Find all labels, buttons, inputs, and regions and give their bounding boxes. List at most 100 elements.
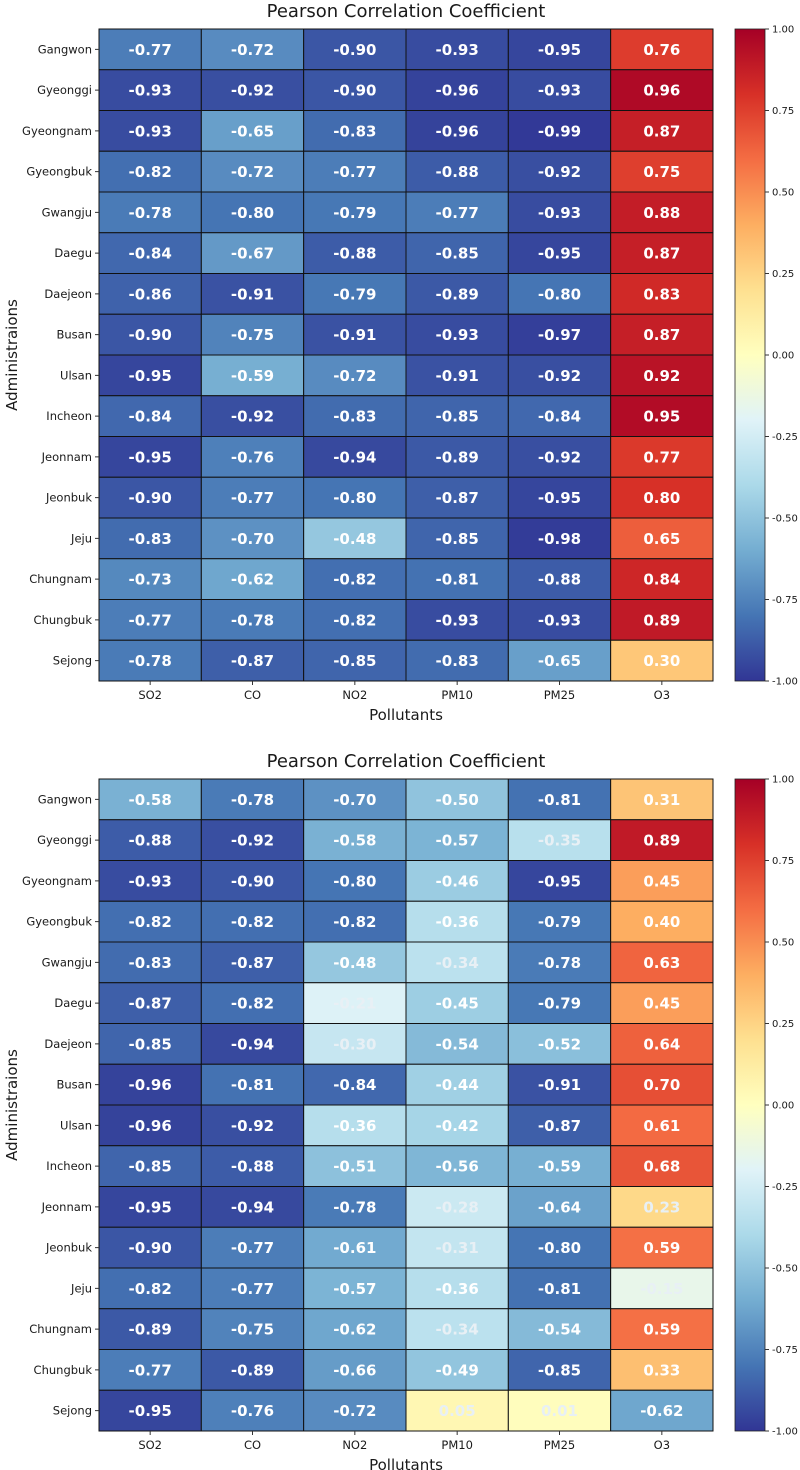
cell-value: -0.77 [129,611,172,629]
cell-value: -0.64 [538,1198,581,1216]
cell-value: 0.84 [643,571,680,589]
heatmap-cell [405,819,509,861]
heatmap-cell [200,69,305,111]
cell-value: -0.66 [333,1361,376,1379]
y-tick-label: Daegu [54,246,92,260]
heatmap-cell [200,517,305,560]
cell-value: -0.93 [538,204,581,222]
cell-value: -0.65 [538,652,581,670]
heatmap-cell [98,599,202,641]
cell-value: -0.59 [538,1158,581,1176]
heatmap-cell [507,191,612,234]
cell-value: -0.95 [129,1402,172,1420]
heatmap-cell [98,558,202,600]
heatmap-cell [507,778,612,821]
heatmap-cell [507,599,612,641]
y-tick-label: Incheon [46,409,92,423]
heatmap-cell [200,982,305,1024]
cell-value: -0.70 [333,791,376,809]
cell-value: -0.85 [436,530,479,548]
x-tick-label: PM25 [544,688,576,702]
x-tick-label: NO2 [342,688,367,702]
cell-value: 0.80 [643,489,680,507]
cell-value: -0.65 [231,122,274,140]
cell-value: 0.59 [643,1321,680,1339]
cell-value: -0.88 [436,163,479,181]
chart-title: Pearson Correlation Coefficient [267,751,546,772]
heatmap-cell [303,982,407,1024]
cell-value: -0.91 [231,285,274,303]
heatmap-cell [405,150,509,193]
cell-value: -0.57 [333,1280,376,1298]
heatmap-cell [200,1308,305,1350]
cell-value: -0.78 [538,954,581,972]
y-tick-label: Daegu [54,996,92,1010]
cell-value: -0.85 [436,245,479,263]
heatmap-cell [405,1023,509,1065]
cell-value: -0.93 [436,326,479,344]
heatmap-cell [200,150,305,193]
heatmap-cell [507,1308,612,1350]
cell-value: -0.36 [436,1280,479,1298]
colorbar-tick-label: 0.25 [772,1019,794,1030]
heatmap-cell [200,1267,305,1310]
cell-value: 0.30 [643,652,680,670]
heatmap-cell [507,517,612,560]
cell-value: -0.92 [231,408,274,426]
cell-value: -0.93 [538,611,581,629]
y-tick-label: Chungbuk [34,613,93,627]
y-tick-label: Incheon [46,1159,92,1173]
heatmap-cell [98,313,202,356]
heatmap-cell [303,1349,407,1391]
cell-value: 0.40 [643,913,680,931]
cell-value: -0.79 [538,995,581,1013]
heatmap-cell [405,1186,509,1228]
heatmap-cell [405,900,509,943]
cell-value: -0.77 [129,1361,172,1379]
heatmap-cell [507,354,612,397]
x-tick-label: PM25 [544,1438,576,1452]
heatmap-cell [405,982,509,1024]
y-tick-label: Gangwon [38,42,92,56]
cell-value: -0.80 [231,204,274,222]
cell-value: -0.76 [231,1402,274,1420]
heatmap-cell [405,69,509,111]
heatmap-cell [98,517,202,560]
heatmap-cell [610,110,714,152]
colorbar [734,778,766,1432]
cell-value: -0.90 [333,82,376,100]
cell-value: -0.82 [333,913,376,931]
cell-value: -0.80 [538,1239,581,1257]
cell-value: -0.83 [129,530,172,548]
cell-value: -0.85 [333,652,376,670]
cell-value: -0.78 [231,791,274,809]
heatmap-cell [303,1104,407,1147]
cell-value: -0.72 [333,1402,376,1420]
cell-value: -0.88 [129,832,172,850]
cell-value: -0.86 [129,285,172,303]
heatmap-cell [98,982,202,1024]
heatmap-chart-1: Pearson Correlation Coefficient -0.77 -0.7… [3,1,798,724]
cell-value: -0.84 [129,245,172,263]
cell-value: -0.78 [129,204,172,222]
cell-value: 0.64 [643,1035,680,1053]
heatmap-cell [507,558,612,600]
y-tick-label: Jeonnam [41,450,92,464]
cell-value: -0.92 [231,832,274,850]
cell-value: -0.80 [538,285,581,303]
cell-value: -0.72 [333,367,376,385]
heatmap-cell [303,273,407,315]
cell-value: -0.92 [538,448,581,466]
cell-value: -0.85 [538,1361,581,1379]
cell-value: -0.78 [333,1198,376,1216]
heatmap-cell [507,1104,612,1147]
chart-title: Pearson Correlation Coefficient [267,1,546,22]
cell-value: -0.82 [129,1280,172,1298]
cell-value: -0.99 [538,122,581,140]
heatmap-cell [610,1186,714,1228]
heatmap-cell [303,1308,407,1350]
colorbar-tick-label: 0.50 [772,188,794,199]
cell-value: -0.58 [129,791,172,809]
x-tick-label: O3 [654,1438,670,1452]
cell-value: -0.54 [538,1321,581,1339]
